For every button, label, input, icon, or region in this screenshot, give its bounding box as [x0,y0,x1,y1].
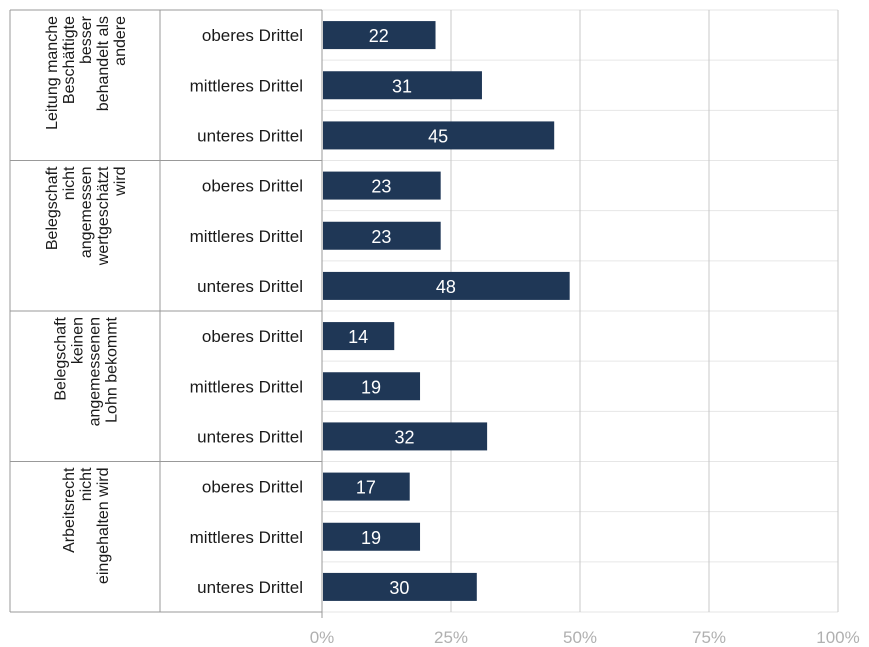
group-label-line: Belegschaft [53,316,70,400]
bar-value-label: 17 [356,478,376,498]
group-label-line: wertgeschätzt [95,166,112,266]
bar [323,21,436,50]
category-label: unteres Drittel [197,578,303,597]
bar-value-label: 23 [371,177,391,197]
bar-value-label: 30 [389,578,409,598]
bar-value-label: 32 [395,427,415,447]
x-tick-label: 25% [434,628,468,647]
category-label: unteres Drittel [197,126,303,145]
x-tick-label: 50% [563,628,597,647]
x-tick-label: 75% [692,628,726,647]
group-label: BelegschaftkeinenangemessenenLohn bekomm… [53,316,121,426]
group-label-line: Lohn bekommt [104,316,121,422]
category-label: oberes Drittel [202,478,303,497]
category-label: unteres Drittel [197,277,303,296]
group-label-line: keinen [70,317,87,364]
category-label: mittleres Drittel [190,227,303,246]
group-label: Belegschaftnichtangemessenwertgeschätztw… [44,166,129,266]
bar [323,171,441,200]
bar-value-label: 19 [361,377,381,397]
bar [323,71,482,100]
group-label-line: eingehalten wird [95,468,112,585]
group-label-line: Belegschaft [44,166,61,250]
bar [323,472,410,501]
x-tick-label: 100% [816,628,859,647]
category-label: oberes Drittel [202,177,303,196]
bar [323,372,421,401]
bar-value-label: 19 [361,528,381,548]
bar [323,572,477,601]
group-label-line: nicht [61,166,78,200]
bar [323,121,555,150]
x-tick-label: 0% [310,628,335,647]
category-label: oberes Drittel [202,26,303,45]
group-label: Arbeitsrechtnichteingehalten wird [61,467,112,584]
category-label: mittleres Drittel [190,76,303,95]
group-label-line: besser [78,15,95,64]
bar [323,221,441,250]
bar-value-label: 45 [428,126,448,146]
bar [323,522,421,551]
bar [323,271,570,300]
category-label: oberes Drittel [202,327,303,346]
group-label-line: wird [112,167,129,197]
bar-value-label: 48 [436,277,456,297]
group-label-line: Leitung manche [44,16,61,130]
category-label: mittleres Drittel [190,528,303,547]
category-label: unteres Drittel [197,427,303,446]
category-label: mittleres Drittel [190,377,303,396]
group-label-line: angemessen [78,167,95,259]
bar-value-label: 22 [369,26,389,46]
group-label-line: Arbeitsrecht [61,467,78,553]
bar [323,322,395,351]
bar [323,422,488,451]
bar-value-label: 23 [371,227,391,247]
bar-value-label: 31 [392,76,412,96]
group-label-line: angemessenen [87,317,104,426]
group-label: Leitung mancheBeschäftigtebesserbehandel… [44,15,129,130]
group-label-line: andere [112,16,129,66]
group-label-line: nicht [78,467,95,501]
group-label-line: behandelt als [95,16,112,111]
bar-value-label: 14 [348,327,368,347]
group-label-line: Beschäftigte [61,16,78,104]
